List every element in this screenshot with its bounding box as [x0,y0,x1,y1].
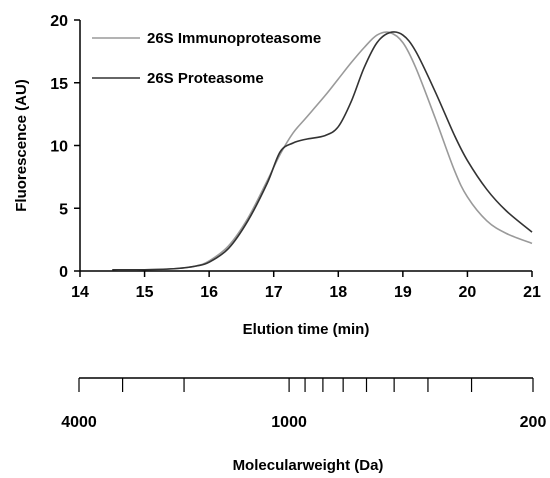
x-tick-label: 19 [394,284,412,301]
legend-label: 26S Immunoproteasome [147,30,321,47]
mw-tick-label: 200 [520,414,547,431]
mw-tick-label: 4000 [61,414,97,431]
x-tick-label: 14 [71,284,89,301]
y-axis-label: Fluorescence (AU) [13,79,30,212]
series-line-26s-proteasome [112,31,533,271]
plot-area: 0 5 10 15 20 14 15 16 17 18 19 20 21 Elution time (mi… [13,13,541,338]
y-tick-label: 15 [50,76,68,93]
y-tick-label: 10 [50,139,68,156]
y-tick-label: 5 [59,201,68,218]
x-tick-label: 16 [200,284,218,301]
y-tick-label: 0 [59,264,68,281]
x-tick-label: 20 [459,284,477,301]
x-tick-label: 21 [523,284,541,301]
mw-axis-label: Molecularweight (Da) [233,457,384,474]
x-tick-label: 17 [265,284,283,301]
mw-tick-label: 1000 [271,414,307,431]
legend-label: 26S Proteasome [147,70,264,87]
molecular-weight-axis: 4000 1000 200 Molecularweight (Da) [61,377,547,474]
x-tick-label: 15 [136,284,154,301]
y-tick-label: 20 [50,13,68,30]
x-tick-label: 18 [329,284,347,301]
x-axis-label: Elution time (min) [243,321,370,338]
legend: 26S Immunoproteasome 26S Proteasome [92,30,321,87]
series-line-26s-immunoproteasome [112,31,533,271]
